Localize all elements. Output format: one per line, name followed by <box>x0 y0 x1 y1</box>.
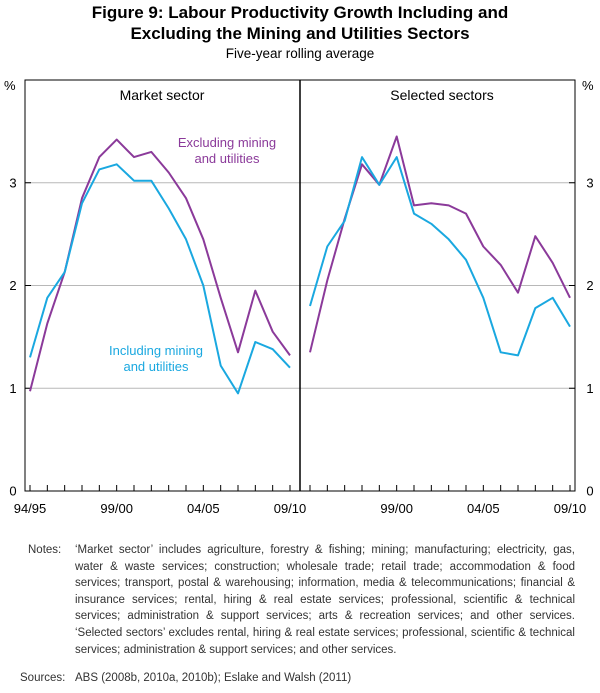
chart-title-line-1: Figure 9: Labour Productivity Growth Inc… <box>91 3 509 22</box>
x-tick-labels: 94/95 99/00 04/05 09/10 99/00 04/05 09/10 <box>14 501 587 516</box>
annotation-including: and utilities <box>123 359 189 374</box>
chart-subtitle: Five-year rolling average <box>225 46 375 61</box>
annotation-excluding: and utilities <box>194 151 260 166</box>
panel-title: Market sector <box>120 87 205 103</box>
y-tick-label-right: 3 <box>586 175 593 190</box>
x-tick-label: 99/00 <box>380 501 413 516</box>
y-tick-label-right: 2 <box>586 278 593 293</box>
y-tick-label-right: 1 <box>586 381 593 396</box>
series-line-including <box>29 163 291 395</box>
y-tick-label-left: 3 <box>9 175 16 190</box>
series-lines <box>29 135 571 395</box>
chart-canvas: % % 0 0 1 1 2 2 3 3 94/95 99/00 04/05 09/10 99/00 04… <box>4 78 594 516</box>
x-tick-label: 09/10 <box>274 501 307 516</box>
notes-text: ‘Market sector’ includes agriculture, fo… <box>75 544 575 656</box>
panel-titles: Market sector Selected sectors <box>120 87 494 103</box>
y-tick-label-right: 0 <box>586 484 593 499</box>
y-tick-labels: 0 0 1 1 2 2 3 3 <box>9 175 593 498</box>
annotation-excluding: Excluding mining <box>178 135 276 150</box>
sources-label: Sources: <box>20 672 66 684</box>
y-unit-left: % <box>4 78 16 93</box>
y-tick-label-left: 0 <box>9 484 16 499</box>
x-tick-label: 09/10 <box>554 501 587 516</box>
chart-title-line-2: Excluding the Mining and Utilities Secto… <box>130 24 470 43</box>
y-unit-right: % <box>582 78 594 93</box>
y-tick-label-left: 1 <box>9 381 16 396</box>
panel-title: Selected sectors <box>390 87 494 103</box>
x-tick-label: 94/95 <box>14 501 47 516</box>
x-tick-label: 04/05 <box>187 501 220 516</box>
annotation-including: Including mining <box>109 343 203 358</box>
series-line-including <box>309 156 571 357</box>
sources-text: ABS (2008b, 2010a, 2010b); Eslake and Wa… <box>75 672 352 684</box>
y-tick-label-left: 2 <box>9 278 16 293</box>
x-tick-label: 04/05 <box>467 501 500 516</box>
x-tick-label: 99/00 <box>100 501 133 516</box>
axis-ticks <box>25 182 575 492</box>
notes-label: Notes: <box>28 544 62 556</box>
